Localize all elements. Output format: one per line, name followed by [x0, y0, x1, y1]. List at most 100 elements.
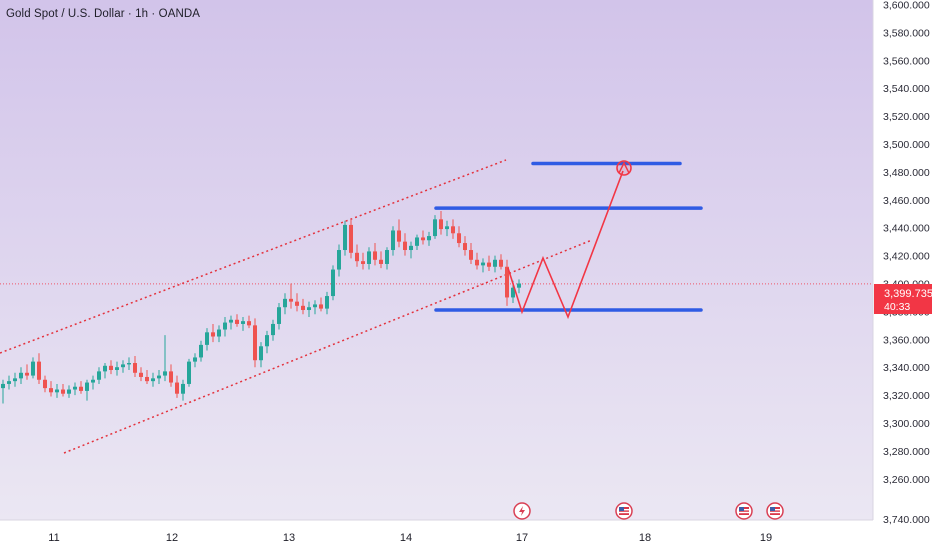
candle[interactable] — [7, 375, 11, 390]
candle[interactable] — [505, 259, 509, 306]
candle[interactable] — [103, 363, 107, 379]
candle[interactable] — [283, 293, 287, 315]
projection-path[interactable] — [507, 170, 624, 320]
candle[interactable] — [247, 315, 251, 329]
candle[interactable] — [49, 381, 53, 397]
candle[interactable] — [421, 230, 425, 245]
candle[interactable] — [451, 219, 455, 239]
candle[interactable] — [25, 364, 29, 380]
candle[interactable] — [367, 247, 371, 270]
candle[interactable] — [211, 323, 215, 343]
candle-body — [25, 372, 29, 376]
candle[interactable] — [55, 383, 59, 398]
candle[interactable] — [79, 381, 83, 394]
candle[interactable] — [349, 219, 353, 259]
candle[interactable] — [481, 258, 485, 273]
candle[interactable] — [475, 252, 479, 270]
candle[interactable] — [181, 379, 185, 401]
candle[interactable] — [19, 367, 23, 384]
candle[interactable] — [409, 241, 413, 259]
candle[interactable] — [115, 361, 119, 376]
candle[interactable] — [457, 226, 461, 248]
candle[interactable] — [85, 379, 89, 401]
candle[interactable] — [73, 382, 77, 396]
candle[interactable] — [121, 360, 125, 373]
candle[interactable] — [361, 252, 365, 270]
horizontal-levels-group[interactable] — [434, 161, 703, 312]
candle[interactable] — [499, 254, 503, 270]
candle[interactable] — [325, 291, 329, 315]
candle[interactable] — [133, 356, 137, 377]
candle[interactable] — [91, 375, 95, 390]
candle[interactable] — [385, 247, 389, 270]
candle[interactable] — [235, 314, 239, 327]
candle[interactable] — [241, 316, 245, 331]
candle[interactable] — [199, 340, 203, 362]
candle[interactable] — [391, 226, 395, 256]
candle[interactable] — [463, 236, 467, 256]
candle[interactable] — [169, 364, 173, 387]
candle[interactable] — [433, 215, 437, 239]
candle[interactable] — [343, 220, 347, 256]
candle[interactable] — [223, 316, 227, 337]
candle[interactable] — [373, 243, 377, 266]
candle[interactable] — [295, 293, 299, 312]
candle-body — [13, 378, 17, 382]
candle[interactable] — [331, 265, 335, 301]
candle[interactable] — [175, 375, 179, 398]
us-flag-icon[interactable] — [735, 502, 753, 520]
us-flag-icon[interactable] — [615, 502, 633, 520]
candle[interactable] — [397, 219, 401, 248]
candle[interactable] — [271, 319, 275, 341]
candle[interactable] — [217, 325, 221, 343]
candle[interactable] — [31, 357, 35, 379]
candle-body — [265, 335, 269, 347]
candle[interactable] — [97, 367, 101, 384]
candle[interactable] — [259, 342, 263, 368]
candle[interactable] — [493, 255, 497, 273]
candle[interactable] — [469, 243, 473, 264]
us-flag-icon[interactable] — [766, 502, 784, 520]
candle[interactable] — [415, 234, 419, 251]
candle[interactable] — [163, 335, 167, 382]
candle[interactable] — [289, 283, 293, 309]
candle[interactable] — [307, 301, 311, 317]
candle[interactable] — [487, 255, 491, 271]
lightning-icon[interactable] — [513, 502, 531, 520]
candle[interactable] — [139, 367, 143, 382]
candle[interactable] — [313, 300, 317, 315]
candle[interactable] — [157, 369, 161, 384]
candle[interactable] — [277, 303, 281, 330]
time-axis[interactable]: 11 12 13 14 17 18 19 — [48, 532, 772, 544]
candle[interactable] — [355, 244, 359, 267]
candle[interactable] — [13, 372, 17, 387]
candle[interactable] — [301, 298, 305, 315]
candle[interactable] — [145, 369, 149, 384]
candle[interactable] — [205, 328, 209, 351]
candle[interactable] — [43, 375, 47, 393]
event-icons-group[interactable] — [513, 502, 784, 520]
candle[interactable] — [229, 315, 233, 330]
candle[interactable] — [109, 360, 113, 375]
candle[interactable] — [151, 372, 155, 387]
candle[interactable] — [319, 297, 323, 312]
candle[interactable] — [427, 231, 431, 246]
candle[interactable] — [37, 353, 41, 384]
candle[interactable] — [1, 379, 5, 404]
candle-body — [133, 363, 137, 373]
candle[interactable] — [445, 220, 449, 237]
candle[interactable] — [379, 251, 383, 269]
projection-group[interactable] — [507, 160, 632, 320]
candle[interactable] — [187, 358, 191, 387]
candle[interactable] — [403, 233, 407, 256]
candle[interactable] — [265, 330, 269, 354]
candle[interactable] — [439, 210, 443, 235]
candle[interactable] — [127, 357, 131, 370]
candle[interactable] — [337, 244, 341, 277]
candle[interactable] — [61, 383, 65, 397]
candle[interactable] — [517, 279, 521, 294]
candle[interactable] — [193, 353, 197, 368]
candle[interactable] — [67, 385, 71, 398]
candle[interactable] — [253, 318, 257, 368]
